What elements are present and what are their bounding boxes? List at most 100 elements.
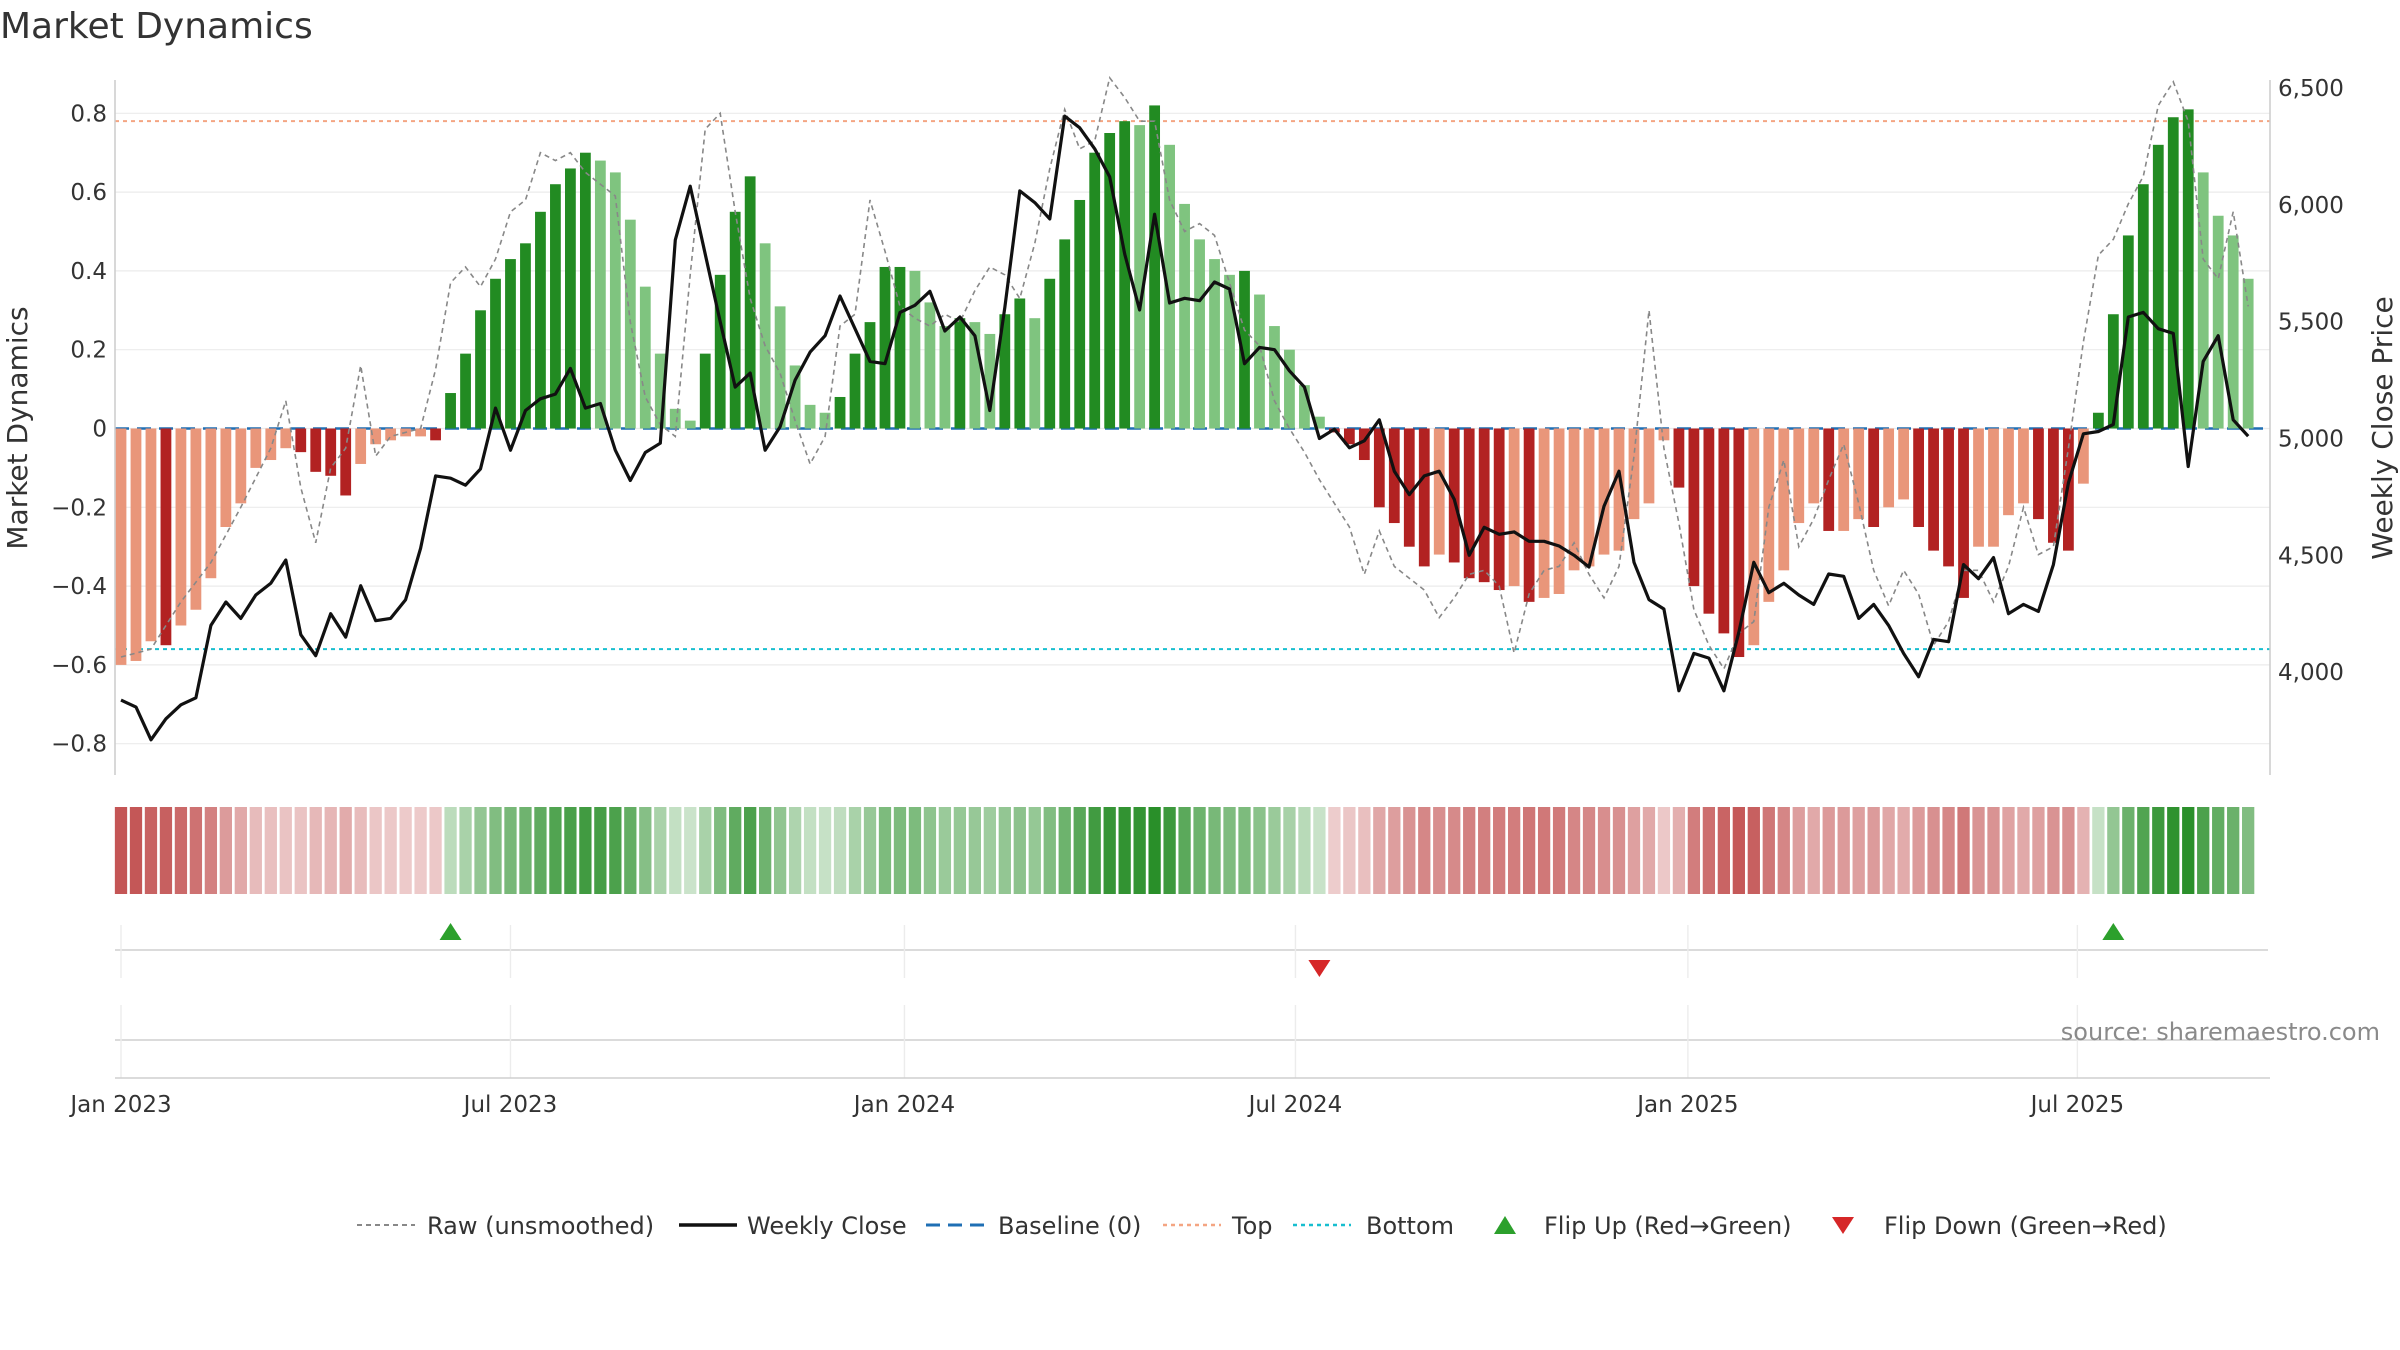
regime-cell (2107, 807, 2120, 894)
dynamics-bar (1958, 428, 1969, 598)
dynamics-bar (1269, 326, 1280, 429)
dynamics-bar (1943, 428, 1954, 567)
dynamics-bar (535, 211, 546, 429)
regime-cell (2032, 807, 2045, 894)
dynamics-bar (909, 270, 921, 429)
y-axis-label-right: Weekly Close Price (2366, 296, 2399, 559)
regime-cell (324, 807, 337, 894)
x-tick-label: Jul 2025 (2029, 1092, 2125, 1118)
legend-item-label: Baseline (0) (998, 1212, 1141, 1240)
regime-cell (654, 807, 667, 894)
dynamics-bar (924, 302, 936, 429)
legend-item-label: Bottom (1366, 1212, 1454, 1240)
y-axis-label-left: Market Dynamics (1, 306, 34, 549)
dynamics-bar (370, 428, 382, 445)
regime-cell (1672, 807, 1686, 894)
regime-cell (1103, 807, 1116, 894)
dynamics-bar (609, 172, 621, 429)
dynamics-bar (445, 393, 456, 429)
legend-flip-up-marker (1494, 1216, 1516, 1234)
regime-cell (1073, 807, 1086, 894)
y-tick-right: 5,000 (2278, 427, 2344, 453)
dynamics-bar (1403, 428, 1415, 547)
regime-cell (1418, 807, 1431, 894)
regime-cell (1852, 807, 1865, 894)
regime-cell (144, 807, 158, 894)
dynamics-bar (1763, 428, 1775, 602)
regime-cell (1043, 807, 1056, 894)
legend-flip-down-marker (1832, 1217, 1854, 1234)
regime-cell (1283, 807, 1296, 894)
dynamics-bar (1463, 428, 1475, 579)
regime-cell (818, 807, 832, 894)
reference-lines (115, 120, 2270, 651)
regime-cell (609, 807, 622, 894)
regime-cell (1328, 807, 1341, 894)
dynamics-bar (1523, 428, 1535, 602)
regime-cell (624, 807, 637, 894)
dynamics-bar (205, 428, 217, 579)
dynamics-bar (1239, 270, 1250, 429)
regime-cell (1388, 807, 1401, 894)
dynamics-bar (340, 428, 352, 496)
legend-item-label: Raw (unsmoothed) (427, 1212, 654, 1240)
flip-up-marker (439, 923, 462, 940)
dynamics-bar (789, 365, 801, 429)
regime-cell (2227, 807, 2240, 894)
dynamics-bar (130, 428, 142, 661)
dynamics-bar (1643, 428, 1655, 504)
regime-cell (549, 807, 562, 894)
dynamics-bar (1343, 428, 1355, 445)
x-tick-label: Jan 2023 (68, 1092, 171, 1118)
regime-cell (369, 807, 382, 894)
y-tick-right: 4,500 (2278, 543, 2344, 569)
legend[interactable]: Raw (unsmoothed) Weekly Close Baseline (0)… (357, 1212, 2167, 1240)
x-tick-label: Jan 2024 (852, 1092, 955, 1118)
dynamics-bar (1493, 428, 1505, 591)
regime-cell (174, 807, 188, 894)
dynamics-bar (550, 184, 561, 429)
regime-cell (579, 807, 592, 894)
regime-cell (1582, 807, 1596, 894)
close-series (120, 114, 2250, 742)
regime-cell (1777, 807, 1790, 894)
dynamics-bar (1089, 152, 1101, 429)
dynamics-bar (1224, 274, 1235, 429)
regime-cell (758, 807, 772, 894)
regime-cell (354, 807, 367, 894)
regime-cell (489, 807, 502, 894)
regime-cell (1927, 807, 1940, 894)
regime-cell (1702, 807, 1716, 894)
regime-cell (219, 807, 233, 894)
regime-cell (459, 807, 472, 894)
dynamics-bar (280, 428, 292, 449)
flip-down-marker (1308, 960, 1331, 977)
regime-cell (1163, 807, 1176, 894)
regime-cell (773, 807, 787, 894)
regime-cell (1762, 807, 1775, 894)
dynamics-bar (325, 428, 337, 476)
legend-item-label: Flip Up (Red→Green) (1544, 1212, 1792, 1240)
dynamics-bar (1883, 428, 1895, 508)
dynamics-bar (2182, 109, 2194, 429)
regime-cell (414, 807, 427, 894)
regime-cell (669, 807, 682, 894)
regime-cell (1028, 807, 1041, 894)
y-tick-left: 0.8 (70, 101, 107, 127)
regime-cell (2092, 807, 2105, 894)
dynamics-bar (2092, 412, 2104, 429)
dynamics-bar (1553, 428, 1565, 594)
dynamics-bar (1044, 278, 1056, 429)
dynamics-bar (759, 243, 771, 429)
regime-cell (114, 807, 128, 894)
dynamics-bar (1598, 428, 1610, 555)
y-tick-right: 6,500 (2278, 76, 2344, 102)
regime-cell (639, 807, 652, 894)
regime-cell (504, 807, 517, 894)
regime-cell (1627, 807, 1641, 894)
regime-cell (1567, 807, 1581, 894)
dynamics-bar (1853, 428, 1865, 520)
regime-cell (1867, 807, 1880, 894)
flip-up-marker (2102, 923, 2125, 940)
regime-cell (234, 807, 247, 894)
